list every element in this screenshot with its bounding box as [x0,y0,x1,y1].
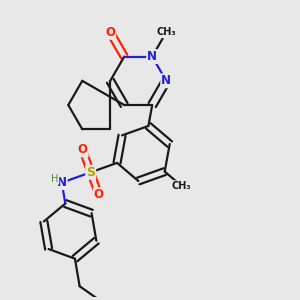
Text: O: O [94,188,104,201]
Text: H: H [51,174,59,184]
Text: CH₃: CH₃ [172,181,192,191]
Text: O: O [78,143,88,156]
Text: CH₃: CH₃ [156,27,176,38]
Text: S: S [86,166,95,179]
Text: N: N [161,74,171,87]
Text: N: N [147,50,157,63]
Text: O: O [105,26,115,39]
Text: N: N [57,176,67,189]
